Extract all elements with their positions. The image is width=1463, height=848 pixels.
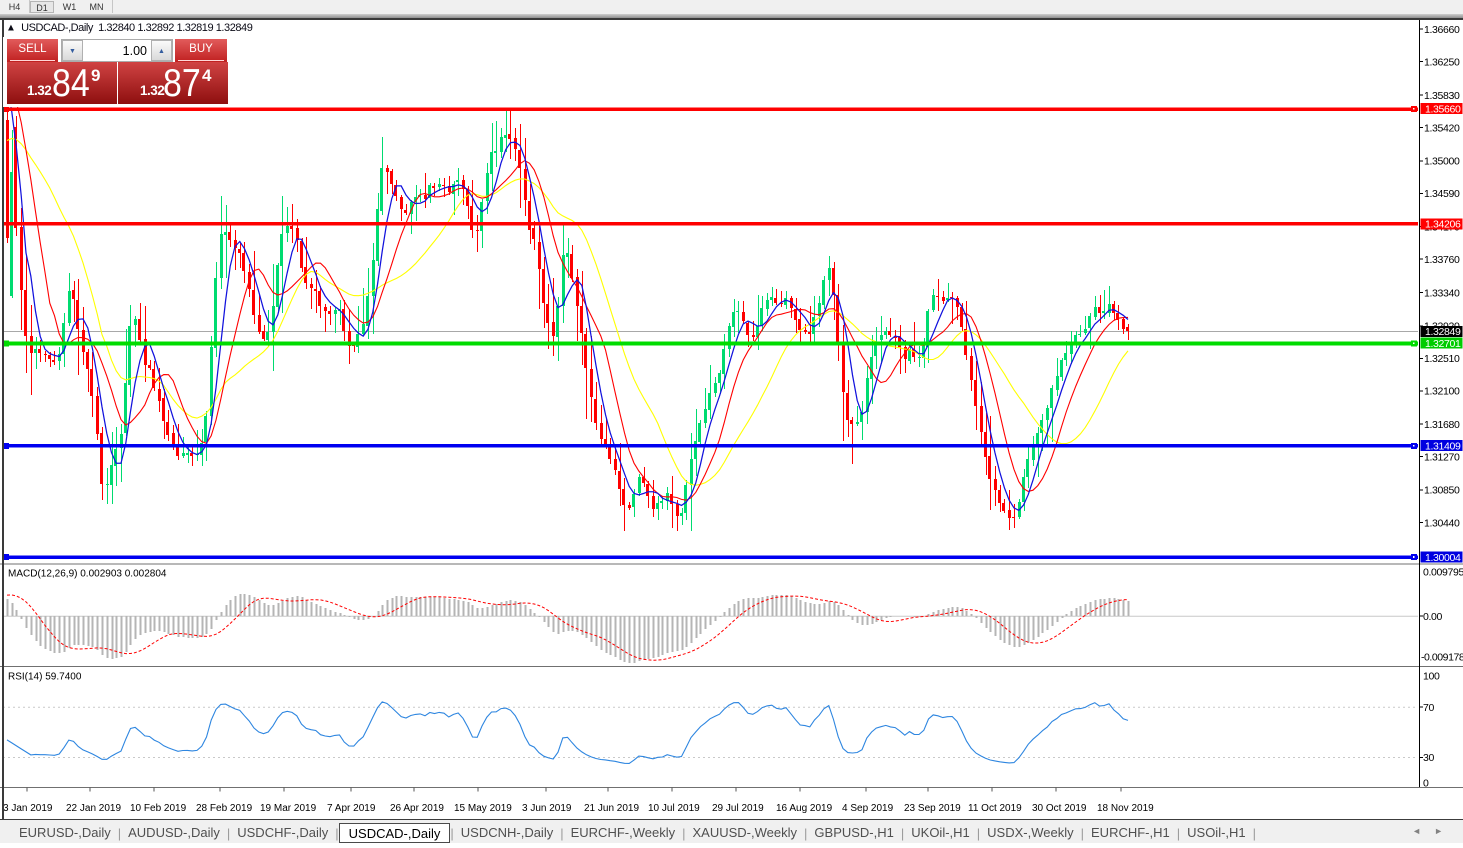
svg-text:29 Jul 2019: 29 Jul 2019: [712, 803, 764, 814]
svg-text:0: 0: [1423, 777, 1429, 789]
svg-text:16 Aug 2019: 16 Aug 2019: [776, 803, 833, 814]
svg-text:MACD(12,26,9) 0.002903 0.00280: MACD(12,26,9) 0.002903 0.002804: [8, 569, 167, 580]
svg-text:21 Jun 2019: 21 Jun 2019: [584, 803, 639, 814]
svg-text:1.35000: 1.35000: [1424, 156, 1460, 168]
svg-text:26 Apr 2019: 26 Apr 2019: [390, 803, 444, 814]
svg-text:15 May 2019: 15 May 2019: [454, 803, 512, 814]
svg-text:1.36250: 1.36250: [1424, 57, 1460, 69]
svg-text:1.31270: 1.31270: [1424, 451, 1460, 463]
svg-text:3 Jun 2019: 3 Jun 2019: [522, 803, 572, 814]
svg-text:-0.009178: -0.009178: [1421, 652, 1463, 664]
svg-text:1.30004: 1.30004: [1425, 552, 1461, 564]
svg-text:1.32849: 1.32849: [1425, 326, 1461, 338]
svg-text:100: 100: [1423, 671, 1440, 683]
svg-text:70: 70: [1423, 702, 1434, 714]
svg-text:28 Feb 2019: 28 Feb 2019: [196, 803, 253, 814]
svg-text:23 Sep 2019: 23 Sep 2019: [904, 803, 961, 814]
svg-text:1.31680: 1.31680: [1424, 419, 1460, 431]
svg-text:1.34590: 1.34590: [1424, 188, 1460, 200]
svg-text:1.35830: 1.35830: [1424, 90, 1460, 102]
svg-text:1.36660: 1.36660: [1424, 24, 1460, 36]
svg-text:11 Oct 2019: 11 Oct 2019: [968, 803, 1022, 814]
svg-text:1.31409: 1.31409: [1425, 440, 1461, 452]
svg-text:0.009795: 0.009795: [1423, 567, 1463, 579]
svg-text:0.00: 0.00: [1423, 611, 1443, 623]
svg-text:1.33760: 1.33760: [1424, 254, 1460, 266]
svg-text:22 Jan 2019: 22 Jan 2019: [66, 803, 121, 814]
svg-text:1.32510: 1.32510: [1424, 353, 1460, 365]
svg-text:10 Feb 2019: 10 Feb 2019: [130, 803, 187, 814]
svg-text:4 Sep 2019: 4 Sep 2019: [842, 803, 894, 814]
svg-text:3 Jan 2019: 3 Jan 2019: [3, 803, 53, 814]
svg-text:1.30850: 1.30850: [1424, 485, 1460, 497]
svg-text:1.35660: 1.35660: [1425, 103, 1461, 115]
svg-text:19 Mar 2019: 19 Mar 2019: [260, 803, 317, 814]
svg-text:18 Nov 2019: 18 Nov 2019: [1097, 803, 1154, 814]
svg-text:1.30440: 1.30440: [1424, 517, 1460, 529]
svg-text:10 Jul 2019: 10 Jul 2019: [648, 803, 700, 814]
svg-text:1.32701: 1.32701: [1425, 338, 1461, 350]
svg-text:1.33340: 1.33340: [1424, 287, 1460, 299]
svg-text:7 Apr 2019: 7 Apr 2019: [327, 803, 376, 814]
svg-text:1.32100: 1.32100: [1424, 386, 1460, 398]
svg-text:30 Oct 2019: 30 Oct 2019: [1032, 803, 1087, 814]
svg-text:RSI(14) 59.7400: RSI(14) 59.7400: [8, 672, 82, 683]
svg-text:1.35420: 1.35420: [1424, 122, 1460, 134]
svg-text:1.34206: 1.34206: [1425, 219, 1461, 231]
svg-text:30: 30: [1423, 752, 1434, 764]
